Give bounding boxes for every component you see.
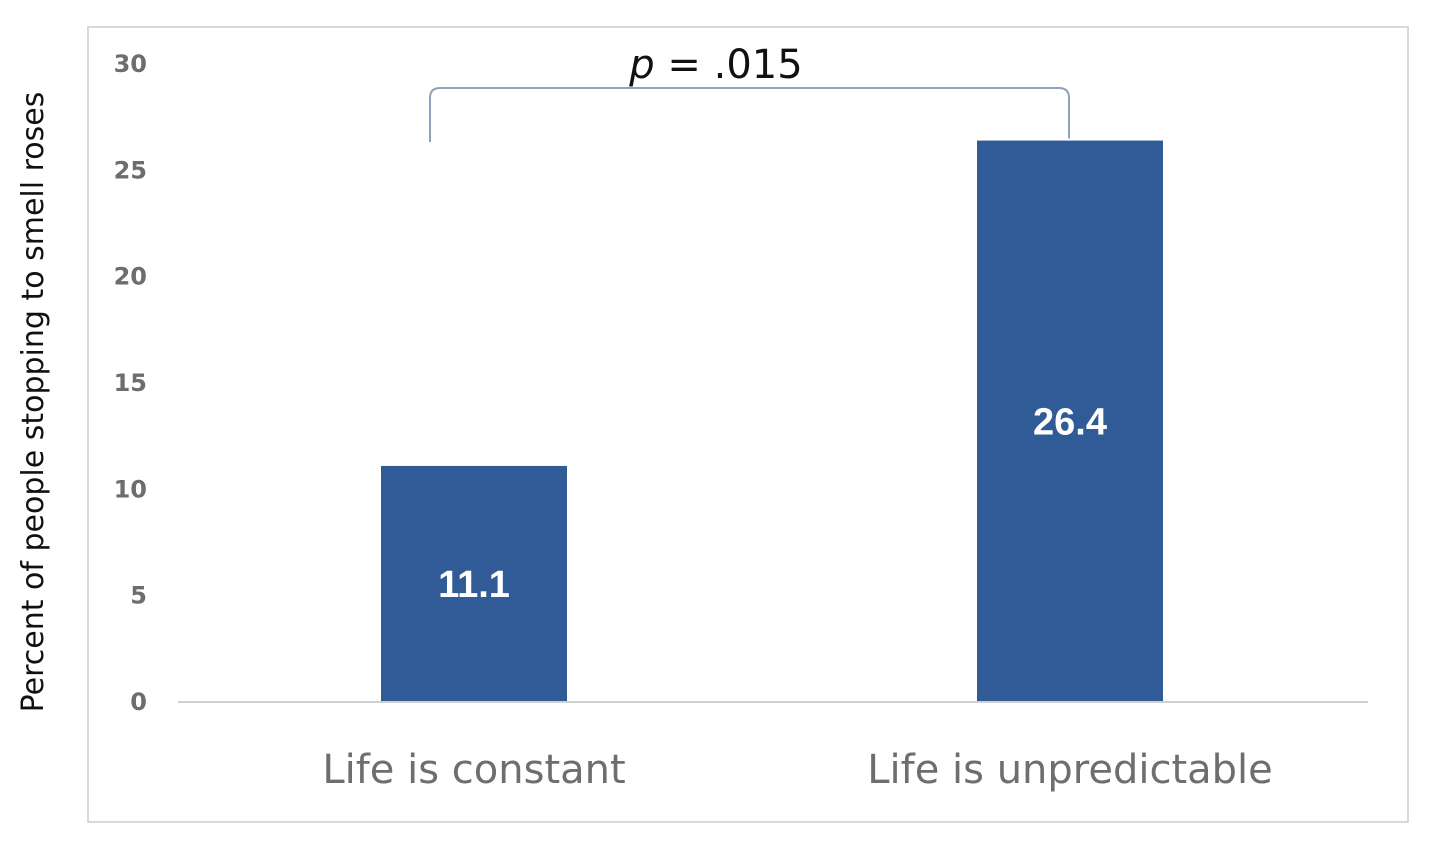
y-tick-label: 25 [114,156,147,184]
chart-frame [87,26,1409,823]
y-tick-label: 15 [114,369,147,397]
y-axis-ticks: 0 5 10 15 20 25 30 [114,50,147,716]
bars-group [381,140,1163,702]
y-tick-label: 30 [114,50,147,78]
p-symbol: p [628,42,654,88]
y-tick-label: 20 [114,263,147,291]
significance-bracket [429,87,1070,142]
bar-data-label: 26.4 [1033,401,1107,443]
data-labels-group: 11.1 26.4 [438,401,1107,606]
y-tick-label: 5 [130,582,147,610]
p-value-annotation: p = .015 [628,42,802,88]
bar [977,140,1163,702]
x-axis-category-labels: Life is constant Life is unpredictable [322,747,1272,793]
bar-data-label: 11.1 [438,564,510,606]
bar [381,465,567,702]
category-label: Life is constant [322,747,625,793]
p-value: = .015 [655,42,803,88]
category-label: Life is unpredictable [867,747,1273,793]
y-tick-label: 10 [114,475,147,503]
y-tick-label: 0 [130,688,147,716]
y-axis-title: Percent of people stopping to smell rose… [16,92,51,713]
